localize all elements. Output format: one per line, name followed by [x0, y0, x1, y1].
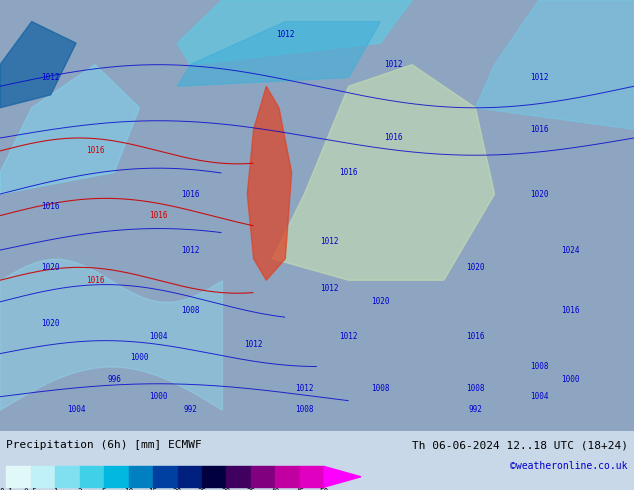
Bar: [153, 466, 178, 487]
Text: 1000: 1000: [149, 392, 168, 401]
Polygon shape: [273, 65, 495, 280]
Text: 0.5: 0.5: [24, 488, 38, 490]
Bar: [80, 466, 104, 487]
Text: 992: 992: [183, 405, 197, 414]
Text: 1016: 1016: [41, 202, 60, 212]
Text: 1004: 1004: [529, 392, 548, 401]
Bar: [6, 466, 31, 487]
Text: 1: 1: [53, 488, 58, 490]
Text: 25: 25: [197, 488, 207, 490]
Text: 1012: 1012: [276, 30, 295, 39]
Polygon shape: [247, 86, 292, 280]
Text: 0.1: 0.1: [0, 488, 13, 490]
Text: 1016: 1016: [466, 332, 485, 341]
Text: 40: 40: [271, 488, 280, 490]
Text: 1012: 1012: [529, 73, 548, 82]
Text: 1012: 1012: [244, 341, 263, 349]
Bar: [104, 466, 129, 487]
Text: 1012: 1012: [320, 284, 339, 294]
Text: 1016: 1016: [339, 168, 358, 177]
Text: 1008: 1008: [295, 405, 314, 414]
Text: 1012: 1012: [320, 237, 339, 246]
Text: 1012: 1012: [181, 245, 200, 255]
Text: 1008: 1008: [466, 384, 485, 392]
Text: 1008: 1008: [529, 362, 548, 371]
Text: 1004: 1004: [67, 405, 86, 414]
Bar: [226, 466, 251, 487]
Text: 5: 5: [102, 488, 107, 490]
Text: 1012: 1012: [339, 332, 358, 341]
Text: 1004: 1004: [149, 332, 168, 341]
Polygon shape: [324, 466, 361, 487]
Text: 1000: 1000: [561, 375, 580, 384]
Text: 1024: 1024: [561, 245, 580, 255]
Text: ©weatheronline.co.uk: ©weatheronline.co.uk: [510, 462, 628, 471]
Text: Precipitation (6h) [mm] ECMWF: Precipitation (6h) [mm] ECMWF: [6, 440, 202, 450]
Bar: [178, 466, 202, 487]
Text: 1020: 1020: [41, 319, 60, 328]
Text: 1016: 1016: [86, 147, 105, 155]
Bar: [300, 466, 324, 487]
Text: 10: 10: [124, 488, 133, 490]
Text: 992: 992: [469, 405, 482, 414]
Bar: [129, 466, 153, 487]
Text: 1016: 1016: [384, 133, 403, 143]
Bar: [55, 466, 80, 487]
Text: 1020: 1020: [466, 263, 485, 272]
Text: 1016: 1016: [86, 276, 105, 285]
Bar: [251, 466, 275, 487]
Polygon shape: [0, 65, 139, 194]
Text: 1012: 1012: [295, 384, 314, 392]
Text: 15: 15: [148, 488, 158, 490]
Polygon shape: [178, 0, 412, 65]
Text: 1020: 1020: [371, 297, 390, 306]
Text: 20: 20: [173, 488, 182, 490]
Text: 1000: 1000: [130, 353, 149, 363]
Text: 1008: 1008: [371, 384, 390, 392]
Text: 30: 30: [222, 488, 231, 490]
Text: 1020: 1020: [529, 190, 548, 198]
Text: 1008: 1008: [181, 306, 200, 315]
Text: Th 06-06-2024 12..18 UTC (18+24): Th 06-06-2024 12..18 UTC (18+24): [411, 440, 628, 450]
Bar: [202, 466, 226, 487]
Bar: [31, 466, 55, 487]
Polygon shape: [0, 22, 76, 108]
Text: 1012: 1012: [41, 73, 60, 82]
Text: 1016: 1016: [181, 190, 200, 198]
Text: 1016: 1016: [561, 306, 580, 315]
Text: 50: 50: [320, 488, 329, 490]
Polygon shape: [178, 22, 380, 86]
Text: 45: 45: [295, 488, 304, 490]
Text: 35: 35: [246, 488, 256, 490]
Text: 1012: 1012: [384, 60, 403, 69]
Polygon shape: [476, 0, 634, 129]
Text: 996: 996: [107, 375, 121, 384]
Text: 1016: 1016: [529, 125, 548, 134]
Text: 1016: 1016: [149, 211, 168, 220]
Text: 2: 2: [77, 488, 82, 490]
Text: 1020: 1020: [41, 263, 60, 272]
Bar: [275, 466, 300, 487]
